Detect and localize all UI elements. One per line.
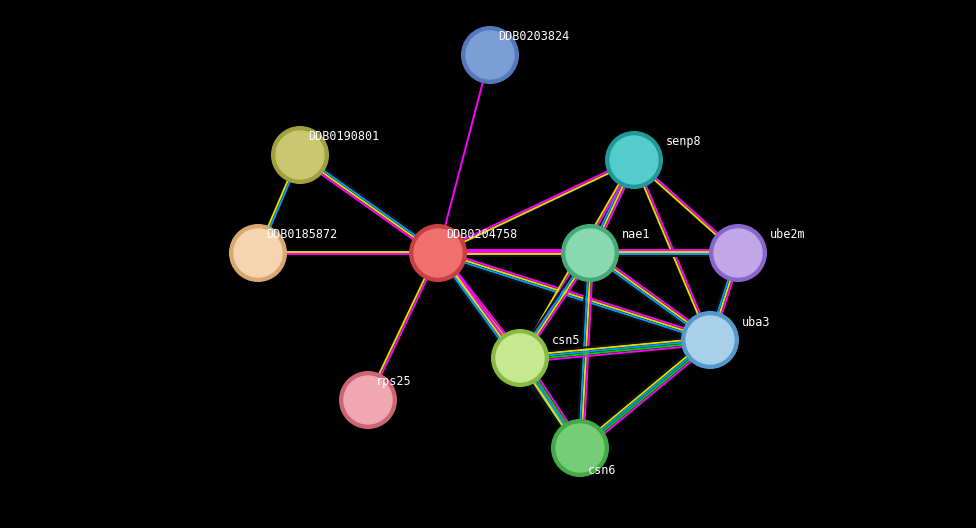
Circle shape (561, 225, 619, 281)
Circle shape (681, 312, 738, 369)
Circle shape (344, 376, 392, 424)
Circle shape (234, 229, 282, 277)
Circle shape (566, 229, 614, 277)
Text: csn6: csn6 (588, 464, 617, 476)
Circle shape (340, 372, 396, 428)
Circle shape (496, 334, 544, 382)
Circle shape (271, 127, 328, 183)
Text: DDB0190801: DDB0190801 (308, 130, 380, 144)
Circle shape (229, 225, 286, 281)
Circle shape (686, 316, 734, 364)
Text: DDB0204758: DDB0204758 (446, 229, 517, 241)
Circle shape (610, 136, 658, 184)
Circle shape (710, 225, 766, 281)
Text: rps25: rps25 (376, 375, 412, 389)
Text: senp8: senp8 (666, 136, 702, 148)
Circle shape (410, 225, 467, 281)
Circle shape (551, 420, 608, 476)
Text: nae1: nae1 (622, 229, 650, 241)
Circle shape (462, 27, 518, 83)
Circle shape (466, 31, 514, 79)
Text: uba3: uba3 (742, 316, 770, 328)
Text: csn5: csn5 (552, 334, 581, 346)
Text: DDB0203824: DDB0203824 (498, 31, 569, 43)
Text: DDB0185872: DDB0185872 (266, 229, 338, 241)
Circle shape (276, 131, 324, 179)
Circle shape (492, 329, 549, 386)
Circle shape (714, 229, 762, 277)
Text: ube2m: ube2m (770, 229, 805, 241)
Circle shape (414, 229, 462, 277)
Circle shape (556, 424, 604, 472)
Circle shape (606, 131, 663, 188)
